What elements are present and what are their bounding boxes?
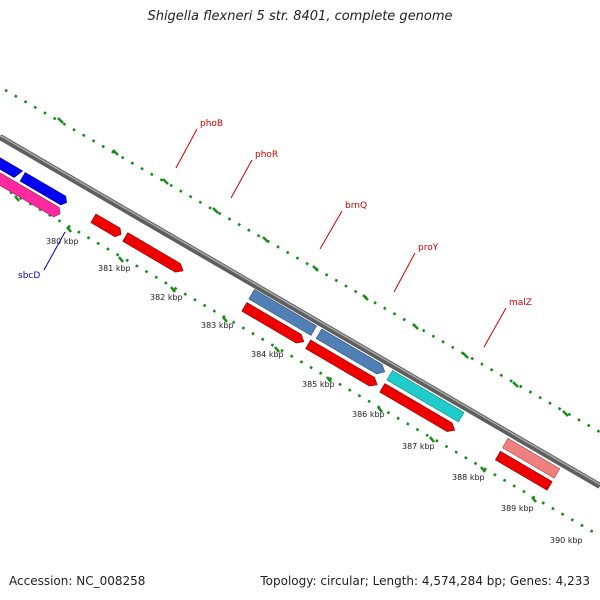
gene-label-sbcD[interactable]: sbcD <box>18 271 40 281</box>
gene-label-phoR[interactable]: phoR <box>255 150 278 160</box>
gene-label-leaders <box>43 128 507 348</box>
inner-ruler-major-ticks <box>13 195 538 503</box>
backbone <box>0 134 600 489</box>
inner-ruler <box>9 190 600 538</box>
tick-label-389: 389 kbp <box>501 504 534 513</box>
gene-label-malZ[interactable]: malZ <box>509 298 532 308</box>
gene-arrow-blue-2[interactable] <box>19 172 69 206</box>
inner-ruler-dots <box>9 190 600 538</box>
tick-label-385: 385 kbp <box>302 380 335 389</box>
gene-arrow-phoB[interactable] <box>90 213 124 239</box>
tick-label-386: 386 kbp <box>352 410 385 419</box>
gene-arrow-proY[interactable] <box>305 339 380 389</box>
tick-label-390: 390 kbp <box>550 536 583 545</box>
outer-ruler-major-ticks <box>57 117 569 417</box>
gene-arrow-phoR[interactable] <box>122 232 186 276</box>
tick-label-382: 382 kbp <box>150 293 183 302</box>
tick-label-387: 387 kbp <box>402 442 435 451</box>
tick-label-381: 381 kbp <box>98 264 131 273</box>
accession-text: Accession: NC_008258 <box>9 574 146 588</box>
gene-arrow-brnQ-outer[interactable] <box>248 289 317 336</box>
outer-ruler-dots <box>4 88 600 434</box>
genome-summary-text: Topology: circular; Length: 4,574,284 bp… <box>260 574 590 588</box>
gene-arrow-brnQ[interactable] <box>241 302 307 347</box>
gene-arrow-salmon[interactable] <box>502 437 561 479</box>
map-title: Shigella flexneri 5 str. 8401, complete … <box>147 9 453 24</box>
gene-arrow-blue-1[interactable] <box>0 137 24 180</box>
gene-arrow-red-right[interactable] <box>494 450 553 491</box>
tick-labels: 380 kbp 381 kbp 382 kbp 383 kbp 384 kbp … <box>46 237 583 545</box>
gene-arrow-pink[interactable] <box>0 148 63 219</box>
outer-ruler <box>4 88 600 434</box>
tick-label-388: 388 kbp <box>452 473 485 482</box>
gene-arrow-malZ[interactable] <box>379 383 458 434</box>
gene-arrow-malZ-outer[interactable] <box>386 370 465 423</box>
gene-arrow-proY-outer[interactable] <box>315 328 387 377</box>
gene-label-brnQ[interactable]: brnQ <box>345 201 367 211</box>
gene-label-proY[interactable]: proY <box>418 243 439 253</box>
gene-labels: phoB phoR brnQ proY malZ sbcD <box>18 119 532 308</box>
tick-label-383: 383 kbp <box>201 321 234 330</box>
gene-label-phoB[interactable]: phoB <box>200 119 223 129</box>
tick-label-384: 384 kbp <box>251 350 284 359</box>
features <box>0 137 561 491</box>
tick-label-380: 380 kbp <box>46 237 79 246</box>
